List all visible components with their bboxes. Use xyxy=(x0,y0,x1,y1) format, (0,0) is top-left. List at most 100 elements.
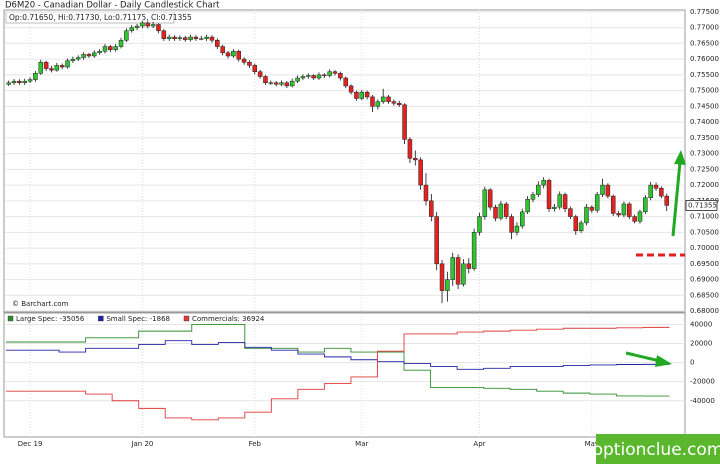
candle-body xyxy=(348,85,354,93)
candle-body xyxy=(477,216,482,233)
candle-body xyxy=(391,101,397,104)
candle-body xyxy=(295,77,300,82)
candle-body xyxy=(429,200,434,217)
y-tick-label: 0.74500 xyxy=(690,102,719,110)
candle-body xyxy=(38,62,44,74)
candle-body xyxy=(423,184,429,202)
candle-body xyxy=(653,184,659,189)
y-tick-label: 0.72500 xyxy=(690,165,719,173)
candle-body xyxy=(525,199,530,213)
y-tick-label: 0.73500 xyxy=(690,134,719,142)
candle-body xyxy=(311,75,316,79)
candle-body xyxy=(124,30,129,41)
candle-body xyxy=(49,68,54,71)
candle-body xyxy=(81,54,86,58)
y-tick-label: 0.76500 xyxy=(690,39,719,47)
candle-body xyxy=(177,37,183,39)
candle-body xyxy=(220,46,225,54)
candle-body xyxy=(11,80,17,83)
candle-body xyxy=(605,184,611,197)
candle-body xyxy=(552,206,557,209)
x-tick-label: Feb xyxy=(249,440,262,448)
candle-body xyxy=(54,65,60,71)
candle-body xyxy=(134,25,140,28)
marks: 0.68000 0.68500 0.69000 0.69500 0.70000 0.705… xyxy=(5,8,719,448)
candle-body xyxy=(322,74,327,76)
candle-body xyxy=(327,71,332,76)
candle-body xyxy=(43,62,49,69)
x-tick-label: Apr xyxy=(473,440,485,448)
candle-body xyxy=(557,194,562,208)
candle-body xyxy=(150,24,156,27)
y-tick-label: 0.75500 xyxy=(690,71,719,79)
candle-body xyxy=(578,222,584,232)
x-tick-label: Dec 19 xyxy=(18,440,43,448)
candle-body xyxy=(279,82,284,85)
candle-body xyxy=(236,51,241,60)
candle-body xyxy=(359,91,365,99)
x-tick-label: May xyxy=(585,440,599,448)
y-tick-label: 0 xyxy=(690,359,694,367)
candle-body xyxy=(584,206,589,224)
candle-body xyxy=(209,36,215,41)
candle-body xyxy=(546,180,552,209)
legend-swatch xyxy=(98,315,104,322)
candle-body xyxy=(568,208,573,217)
up-arrow xyxy=(671,150,686,237)
candle-body xyxy=(343,77,348,87)
candle-body xyxy=(338,73,343,79)
candle-body xyxy=(466,263,472,269)
candle-body xyxy=(520,211,525,227)
candle-body xyxy=(75,57,81,60)
last-price-label: 0.71355 xyxy=(688,201,717,209)
candle-body xyxy=(632,216,637,222)
step-line xyxy=(6,326,670,421)
candle-body xyxy=(140,22,145,27)
y-tick-label: 0.68000 xyxy=(690,307,719,315)
y-tick-label: 0.69500 xyxy=(690,260,719,268)
candle-body xyxy=(600,184,605,195)
candle-body xyxy=(536,184,541,195)
candle-body xyxy=(487,189,493,208)
candle-body xyxy=(102,46,108,52)
candle-body xyxy=(59,65,65,68)
candle-body xyxy=(562,194,568,209)
legend-label: Small Spec: -1868 xyxy=(106,315,170,323)
candle-body xyxy=(17,80,22,83)
candle-body xyxy=(493,206,498,219)
candle-body xyxy=(621,203,627,216)
candle-body xyxy=(166,36,172,39)
y-tick-label: -20000 xyxy=(690,378,715,386)
candle-body xyxy=(70,58,76,61)
candle-body xyxy=(97,51,102,54)
candle-body xyxy=(161,30,167,39)
candle-body xyxy=(498,203,504,219)
candle-body xyxy=(450,257,455,280)
candle-body xyxy=(273,82,279,85)
candle-body xyxy=(514,225,520,233)
candle-body xyxy=(461,263,466,285)
watermark: optionclue.com xyxy=(593,440,720,460)
price-panel xyxy=(3,9,686,313)
candle-body xyxy=(284,82,290,87)
y-tick-label: 0.72000 xyxy=(690,181,719,189)
candle-body xyxy=(316,74,322,79)
candle-body xyxy=(22,80,27,83)
candle-body xyxy=(113,46,118,50)
candle-body xyxy=(118,39,124,47)
candle-body xyxy=(664,195,669,206)
candle-body xyxy=(289,80,295,87)
candle-body xyxy=(188,36,193,40)
watermark-box xyxy=(596,434,720,464)
candle-body xyxy=(364,91,370,98)
legend-swatch xyxy=(7,315,14,322)
down-arrow xyxy=(625,351,672,367)
candle-body xyxy=(257,71,263,77)
legend-label: Large Spec: -35056 xyxy=(16,315,85,323)
candle-body xyxy=(471,232,477,269)
candle-body xyxy=(252,65,258,72)
legend-label: Commercials: 36924 xyxy=(192,315,265,323)
candle-body xyxy=(172,36,177,39)
candle-body xyxy=(386,96,391,102)
candle-body xyxy=(6,82,11,85)
